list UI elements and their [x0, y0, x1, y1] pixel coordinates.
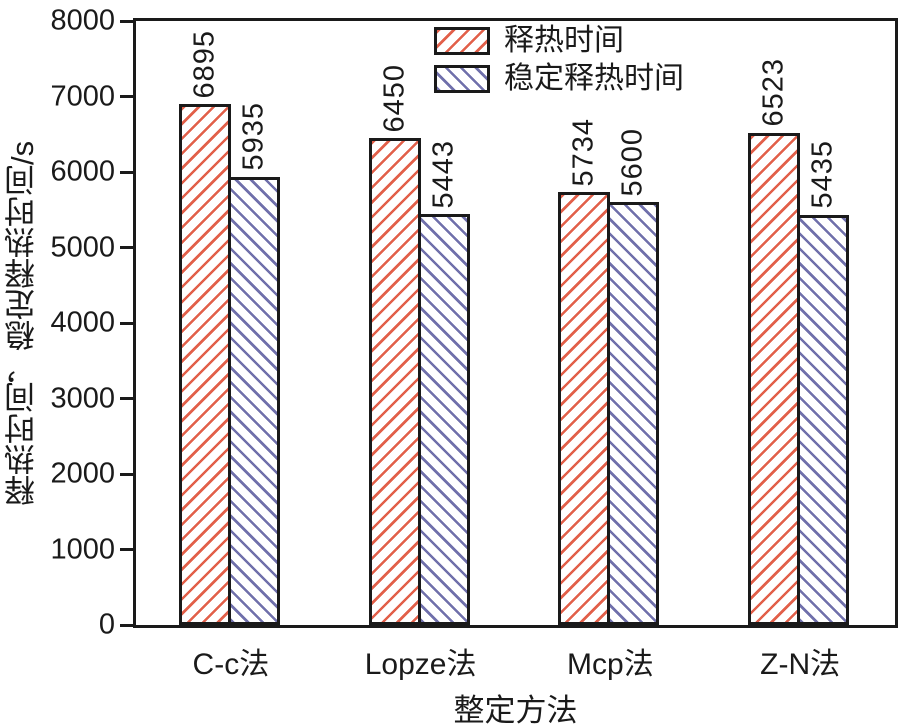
y-axis-title: 释热时间，稳定释热时间/s — [5, 140, 40, 506]
x-category-label: Z-N法 — [760, 648, 841, 681]
y-tick-label: 2000 — [50, 457, 115, 490]
x-category-label: Mcp法 — [567, 648, 654, 681]
y-tick-label: 7000 — [50, 80, 115, 112]
bar-series1 — [178, 104, 231, 625]
bar-series2 — [417, 214, 470, 625]
bar-value-label: 5935 — [237, 102, 270, 171]
y-tick-label: 0 — [98, 608, 115, 641]
legend-swatch-series2 — [434, 65, 490, 93]
y-axis-tick — [120, 472, 136, 476]
y-axis-tick — [120, 95, 136, 98]
legend-label: 释热时间 — [504, 24, 624, 57]
x-category-label: Lopze法 — [364, 648, 477, 681]
bar-value-label: 5435 — [806, 140, 839, 209]
y-tick-label: 1000 — [50, 533, 115, 565]
y-axis-tick — [120, 623, 136, 627]
y-axis-tick — [120, 321, 136, 325]
bar-value-label: 5443 — [427, 139, 460, 209]
y-tick-label: 6000 — [50, 155, 115, 188]
y-axis-tick — [120, 19, 136, 23]
bar-value-label: 6450 — [378, 63, 411, 133]
legend-label: 稳定释热时间 — [504, 62, 684, 95]
legend: 释热时间稳定释热时间 — [434, 26, 684, 94]
bar-value-label: 6895 — [188, 29, 221, 99]
bar-value-label: 5600 — [616, 127, 649, 197]
y-tick-label: 5000 — [50, 231, 115, 263]
bar-series2 — [227, 176, 280, 625]
plot-area: 释热时间稳定释热时间 整定方法 0 1000 2000 3000 4000 5000 600… — [50, 6, 898, 727]
y-axis-tick — [120, 170, 136, 174]
y-tick-label: 3000 — [50, 382, 115, 414]
y-tick-label: 8000 — [50, 4, 115, 37]
bar-series1 — [558, 192, 611, 625]
bar-value-label: 5734 — [567, 117, 600, 187]
y-axis-tick — [120, 246, 136, 249]
y-axis-tick — [120, 548, 136, 551]
legend-swatch-series1 — [434, 27, 490, 55]
bar-value-label: 6523 — [757, 58, 790, 127]
legend-item: 释热时间 — [434, 26, 684, 56]
y-tick-label: 4000 — [50, 306, 115, 339]
legend-item: 稳定释热时间 — [434, 64, 684, 94]
y-axis-tick — [120, 397, 136, 400]
x-axis-title: 整定方法 — [453, 693, 578, 727]
bar-series1 — [748, 132, 801, 625]
x-category-label: C-c法 — [192, 648, 270, 681]
bar-series2 — [797, 214, 850, 625]
bar-series2 — [607, 202, 660, 625]
bar-series1 — [368, 138, 421, 625]
